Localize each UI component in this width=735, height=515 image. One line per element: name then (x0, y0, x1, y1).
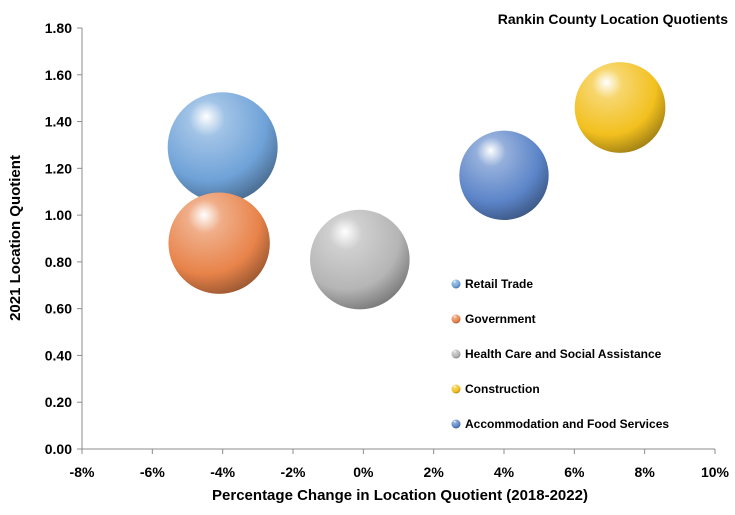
x-tick-label: 2% (424, 464, 445, 480)
axis-ticks: 0.00 0.20 0.40 0.60 0.80 1.00 1.20 1.40 1.60 1.80… (45, 20, 730, 480)
y-tick-label: 0.60 (45, 301, 72, 317)
x-tick-label: -2% (281, 464, 306, 480)
x-tick-label: -8% (70, 464, 95, 480)
x-axis-title: Percentage Change in Location Quotient (… (212, 487, 588, 504)
y-tick-label: 1.60 (45, 67, 72, 83)
x-tick-label: 8% (635, 464, 656, 480)
legend-label: Accommodation and Food Services (465, 417, 669, 431)
legend-marker (451, 314, 461, 324)
chart-title: Rankin County Location Quotients (498, 11, 728, 27)
bubble-government (168, 192, 270, 294)
x-tick-label: 10% (701, 464, 730, 480)
legend-label: Retail Trade (465, 277, 533, 291)
legend-label: Government (465, 312, 536, 326)
legend-marker (451, 419, 461, 429)
legend: Retail Trade Government Health Care and So… (451, 277, 669, 431)
x-tick-label: -4% (210, 464, 235, 480)
legend-marker (451, 349, 461, 359)
legend-label: Construction (465, 382, 540, 396)
y-tick-label: 1.00 (45, 207, 72, 223)
bubbles (167, 62, 666, 310)
x-tick-label: 0% (353, 464, 374, 480)
bubble-retail-trade (167, 92, 278, 203)
x-tick-label: 6% (564, 464, 585, 480)
bubble-health-care-and-social-assistance (310, 209, 410, 310)
legend-label: Health Care and Social Assistance (465, 347, 662, 361)
legend-marker (451, 279, 461, 289)
y-axis-title: 2021 Location Quotient (7, 155, 24, 321)
y-tick-label: 0.80 (45, 254, 72, 270)
bubble-accommodation-and-food-services (459, 130, 549, 221)
y-tick-label: 0.40 (45, 347, 72, 363)
x-tick-label: 4% (494, 464, 515, 480)
bubble-construction (574, 62, 666, 153)
y-tick-label: 0.20 (45, 394, 72, 410)
y-tick-label: 0.00 (45, 441, 72, 457)
y-tick-label: 1.20 (45, 160, 72, 176)
y-tick-label: 1.40 (45, 114, 72, 130)
y-tick-label: 1.80 (45, 20, 72, 36)
x-tick-label: -6% (140, 464, 165, 480)
legend-marker (451, 384, 461, 394)
